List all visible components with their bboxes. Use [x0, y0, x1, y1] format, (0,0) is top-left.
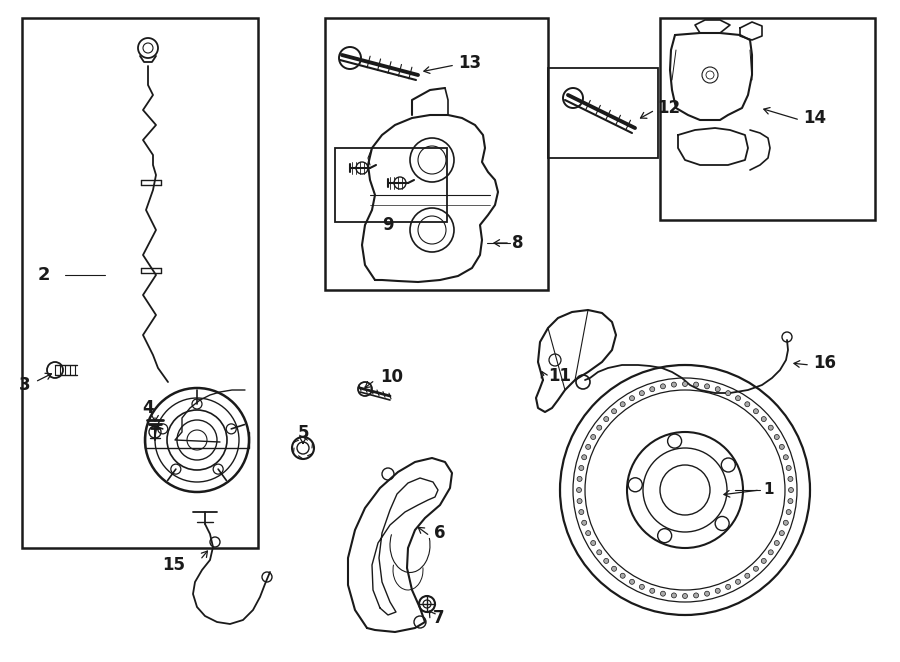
Text: 9: 9 — [382, 216, 394, 234]
Circle shape — [716, 387, 720, 392]
Bar — [660, 18, 875, 220]
Text: 14: 14 — [803, 109, 826, 127]
Text: 3: 3 — [18, 376, 30, 394]
Circle shape — [620, 573, 625, 578]
Circle shape — [745, 573, 750, 578]
Circle shape — [774, 434, 779, 440]
Circle shape — [725, 391, 731, 396]
Circle shape — [783, 520, 788, 525]
Circle shape — [682, 594, 688, 598]
Circle shape — [604, 416, 608, 422]
Circle shape — [650, 589, 654, 593]
Circle shape — [581, 520, 587, 525]
Circle shape — [788, 487, 794, 493]
Circle shape — [769, 425, 773, 430]
Bar — [22, 18, 258, 548]
Circle shape — [787, 510, 791, 514]
Circle shape — [735, 579, 741, 585]
Circle shape — [735, 396, 741, 401]
Circle shape — [586, 444, 590, 449]
Circle shape — [597, 550, 602, 555]
Circle shape — [761, 559, 766, 563]
Circle shape — [579, 510, 584, 514]
Circle shape — [581, 455, 587, 459]
Circle shape — [745, 402, 750, 406]
Circle shape — [774, 540, 779, 545]
Circle shape — [629, 396, 634, 401]
Circle shape — [705, 384, 709, 389]
Circle shape — [779, 531, 784, 536]
Text: 5: 5 — [297, 424, 309, 442]
Bar — [325, 18, 548, 290]
Circle shape — [604, 559, 608, 563]
Circle shape — [577, 487, 581, 493]
Text: 1: 1 — [763, 483, 773, 498]
Circle shape — [694, 593, 698, 598]
Circle shape — [725, 585, 731, 589]
Circle shape — [753, 408, 759, 414]
Circle shape — [705, 591, 709, 596]
Circle shape — [639, 391, 644, 396]
Text: 12: 12 — [657, 99, 680, 117]
Circle shape — [783, 455, 788, 459]
Circle shape — [629, 579, 634, 585]
Circle shape — [577, 477, 582, 481]
Circle shape — [788, 498, 793, 504]
Bar — [335, 148, 447, 222]
Circle shape — [590, 434, 596, 440]
Circle shape — [586, 531, 590, 536]
Circle shape — [650, 387, 654, 392]
Circle shape — [639, 585, 644, 589]
Text: 7: 7 — [433, 609, 445, 627]
Circle shape — [590, 540, 596, 545]
Circle shape — [661, 591, 665, 596]
Circle shape — [779, 444, 784, 449]
Circle shape — [597, 425, 602, 430]
Text: 10: 10 — [380, 368, 403, 386]
Circle shape — [787, 465, 791, 471]
Text: 13: 13 — [458, 54, 482, 72]
Bar — [548, 68, 658, 158]
Circle shape — [577, 498, 582, 504]
Circle shape — [682, 381, 688, 387]
Text: 2: 2 — [38, 266, 50, 284]
Circle shape — [620, 402, 625, 406]
Text: 4: 4 — [142, 399, 154, 417]
Circle shape — [716, 589, 720, 593]
Text: 8: 8 — [512, 234, 524, 252]
Circle shape — [612, 408, 616, 414]
Circle shape — [612, 566, 616, 571]
Circle shape — [788, 477, 793, 481]
Text: 15: 15 — [162, 556, 185, 574]
Circle shape — [579, 465, 584, 471]
Text: 11: 11 — [548, 367, 571, 385]
Circle shape — [671, 593, 677, 598]
Text: 16: 16 — [813, 354, 836, 372]
Text: 6: 6 — [434, 524, 446, 542]
Circle shape — [671, 382, 677, 387]
Circle shape — [761, 416, 766, 422]
Circle shape — [753, 566, 759, 571]
Circle shape — [769, 550, 773, 555]
Circle shape — [661, 384, 665, 389]
Circle shape — [694, 382, 698, 387]
